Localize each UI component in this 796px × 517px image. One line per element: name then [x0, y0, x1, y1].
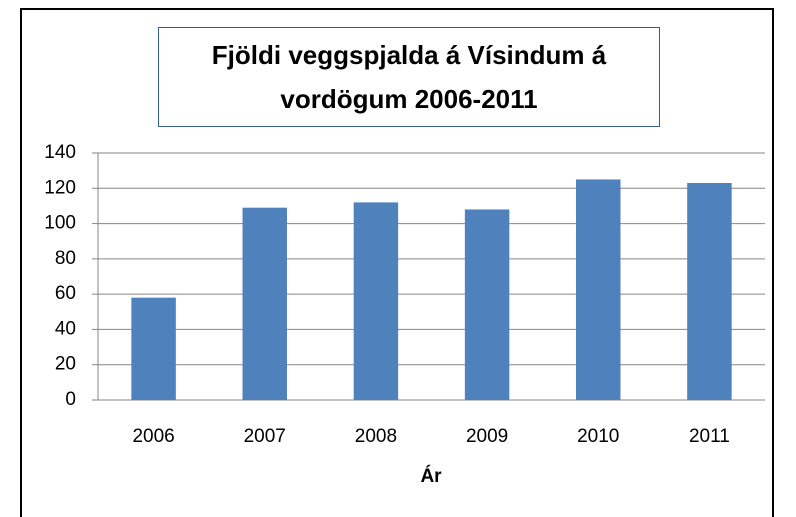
bar: [687, 182, 732, 400]
bar: [131, 297, 176, 400]
y-tick-label: 120: [44, 177, 76, 198]
chart-border: [20, 8, 774, 517]
x-tick-label: 2011: [689, 426, 730, 447]
y-tick-label: 40: [55, 318, 76, 339]
y-tick-label: 100: [44, 213, 76, 234]
chart-title: Fjöldi veggspjalda á Vísindum á vordögum…: [158, 27, 660, 127]
x-tick-label: 2010: [577, 426, 619, 447]
y-tick-label: 20: [55, 354, 76, 375]
y-tick-label: 80: [55, 248, 76, 269]
x-axis-label: Ár: [420, 465, 442, 487]
bar: [353, 202, 399, 400]
x-tick-label: 2008: [355, 426, 397, 447]
y-tick-label: 0: [65, 389, 76, 410]
bar: [242, 207, 287, 400]
bar: [576, 179, 621, 400]
y-tick-label: 60: [55, 283, 76, 304]
x-tick-label: 2009: [466, 426, 508, 447]
y-tick-label: 140: [44, 142, 76, 163]
bar: [464, 209, 510, 400]
x-tick-label: 2007: [244, 426, 286, 447]
x-tick-label: 2006: [132, 426, 174, 447]
